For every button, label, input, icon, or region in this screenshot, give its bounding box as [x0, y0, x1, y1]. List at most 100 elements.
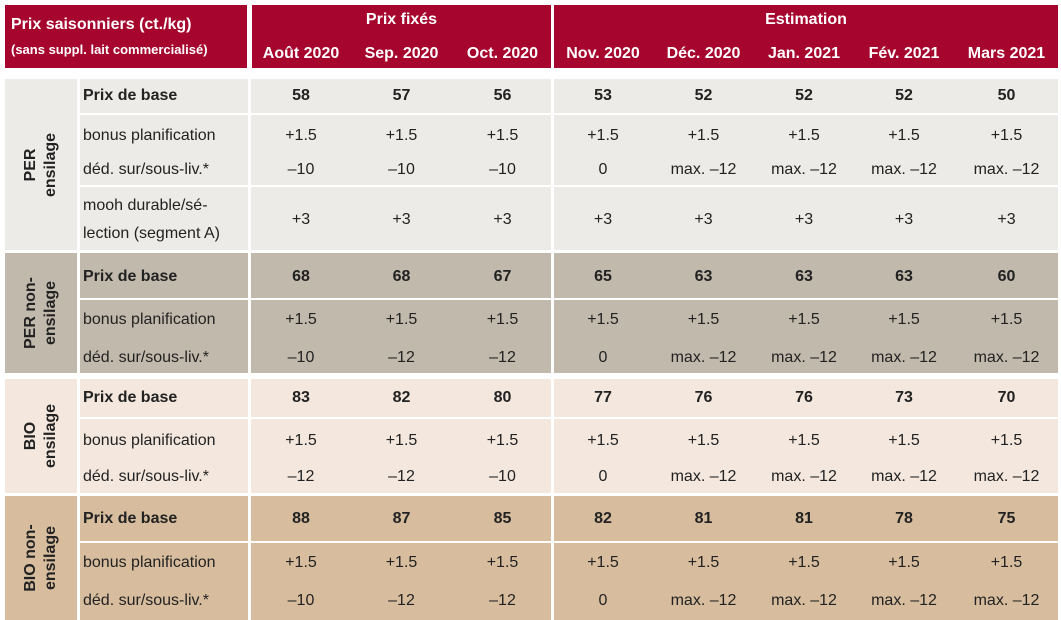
price-cell: 67 — [493, 268, 512, 285]
price-cell: +1.5 — [687, 432, 720, 449]
price-cell: max. –12 — [973, 161, 1040, 178]
price-cell: –10 — [287, 592, 315, 609]
price-cell: +1.5 — [587, 311, 619, 328]
row-divider — [80, 417, 1058, 419]
price-cell: +3 — [694, 211, 713, 228]
column-divider — [77, 79, 80, 620]
group-label-line1: PER non- — [22, 277, 39, 349]
price-cell: +1.5 — [285, 432, 317, 449]
price-cell: max. –12 — [871, 468, 937, 485]
row-label: déd. sur/sous-liv.* — [83, 468, 209, 485]
month-header: Fév. 2021 — [868, 45, 940, 62]
price-cell: 82 — [594, 510, 612, 527]
price-cell: 63 — [694, 268, 713, 285]
price-cell: max. –12 — [670, 161, 737, 178]
month-header: Nov. 2020 — [566, 45, 640, 62]
price-cell: +1.5 — [587, 432, 619, 449]
price-cell: 85 — [493, 510, 512, 527]
month-header: Jan. 2021 — [767, 45, 841, 62]
price-cell: +1.5 — [285, 127, 317, 144]
price-cell: –10 — [287, 349, 315, 366]
row-label: Prix de base — [83, 87, 178, 104]
row-label-line2: lection (segment A) — [83, 225, 220, 242]
price-cell: –10 — [489, 161, 516, 178]
header-estimation: Estimation — [554, 5, 1058, 68]
price-cell: max. –12 — [871, 349, 937, 366]
price-cell: +1.5 — [486, 311, 519, 328]
month-header: Août 2020 — [262, 45, 340, 62]
price-cell: +3 — [291, 211, 311, 228]
price-cell: max. –12 — [973, 349, 1040, 366]
price-cell: +1.5 — [587, 554, 619, 571]
price-cell: max. –12 — [670, 468, 737, 485]
header-fixed-prices: Prix fixés — [252, 5, 551, 68]
price-cell: 82 — [392, 389, 411, 406]
column-divider — [551, 5, 554, 620]
row-divider — [80, 493, 1058, 496]
row-label: bonus planification — [83, 311, 216, 328]
price-cell: 56 — [493, 87, 512, 104]
group-label-line2: ensilage — [42, 280, 59, 346]
price-cell: –12 — [287, 468, 315, 485]
row-label: mooh durable/sé-lection (segment A) — [83, 187, 250, 253]
price-cell: 52 — [895, 87, 913, 104]
price-cell: –12 — [388, 349, 415, 366]
price-cell: –12 — [388, 468, 415, 485]
group-label-text: PER non-ensilage — [21, 277, 61, 349]
price-cell: 60 — [997, 268, 1016, 285]
price-cell: +1.5 — [888, 311, 920, 328]
price-cell: +1.5 — [788, 432, 820, 449]
price-cell: +3 — [392, 211, 411, 228]
row-label: bonus planification — [83, 432, 216, 449]
month-header: Sep. 2020 — [364, 45, 439, 62]
group-label-line2: ensilage — [41, 525, 59, 591]
group-label: PER non-ensilage — [5, 253, 77, 373]
price-cell: 57 — [392, 87, 411, 104]
group-label-line2: ensilage — [42, 403, 59, 469]
price-cell: 75 — [997, 510, 1016, 527]
month-header: Mars 2021 — [967, 45, 1046, 62]
price-cell: 81 — [795, 510, 813, 527]
row-label: déd. sur/sous-liv.* — [83, 592, 209, 609]
price-cell: 87 — [392, 510, 411, 527]
price-cell: +1.5 — [687, 311, 720, 328]
price-cell: +1.5 — [687, 554, 720, 571]
month-header: Déc. 2020 — [666, 45, 741, 62]
price-cell: 53 — [594, 87, 612, 104]
price-cell: +3 — [894, 211, 914, 228]
price-cell: 65 — [594, 268, 612, 285]
price-cell: +1.5 — [687, 127, 720, 144]
price-cell: 58 — [292, 87, 310, 104]
price-cell: +1.5 — [385, 554, 418, 571]
group-bio-non-ensilage — [5, 496, 1058, 620]
price-cell: 50 — [997, 87, 1016, 104]
group-label-line1: BIO non- — [21, 524, 39, 592]
group-label-line1: PER — [22, 148, 39, 181]
price-cell: 81 — [694, 510, 713, 527]
row-label: Prix de base — [83, 510, 178, 527]
header-title-cell: Prix saisonniers (ct./kg) (sans suppl. la… — [5, 5, 247, 68]
price-cell: +1.5 — [990, 554, 1023, 571]
group-per-ensilage — [5, 79, 1058, 250]
price-cell: –10 — [388, 161, 415, 178]
row-label: bonus planification — [83, 554, 216, 571]
price-cell: +1.5 — [385, 311, 418, 328]
price-cell: +1.5 — [486, 127, 519, 144]
price-cell: 68 — [392, 268, 411, 285]
price-cell: +1.5 — [285, 554, 317, 571]
price-cell: +1.5 — [486, 432, 519, 449]
group-per-non-ensilage — [5, 253, 1058, 373]
price-cell: 88 — [292, 510, 310, 527]
price-cell: max. –12 — [871, 161, 937, 178]
price-cell: +1.5 — [587, 127, 619, 144]
row-divider — [80, 250, 1058, 253]
group-label: BIO non-ensilage — [5, 496, 77, 620]
price-cell: +1.5 — [788, 127, 820, 144]
header-title: Prix saisonniers (ct./kg) — [11, 15, 192, 33]
price-cell: +1.5 — [788, 311, 820, 328]
group-bio-ensilage — [5, 379, 1058, 493]
price-cell: –12 — [489, 349, 516, 366]
group-label-line2: ensilage — [42, 132, 59, 197]
row-divider — [80, 376, 1058, 379]
price-cell: max. –12 — [771, 592, 837, 609]
